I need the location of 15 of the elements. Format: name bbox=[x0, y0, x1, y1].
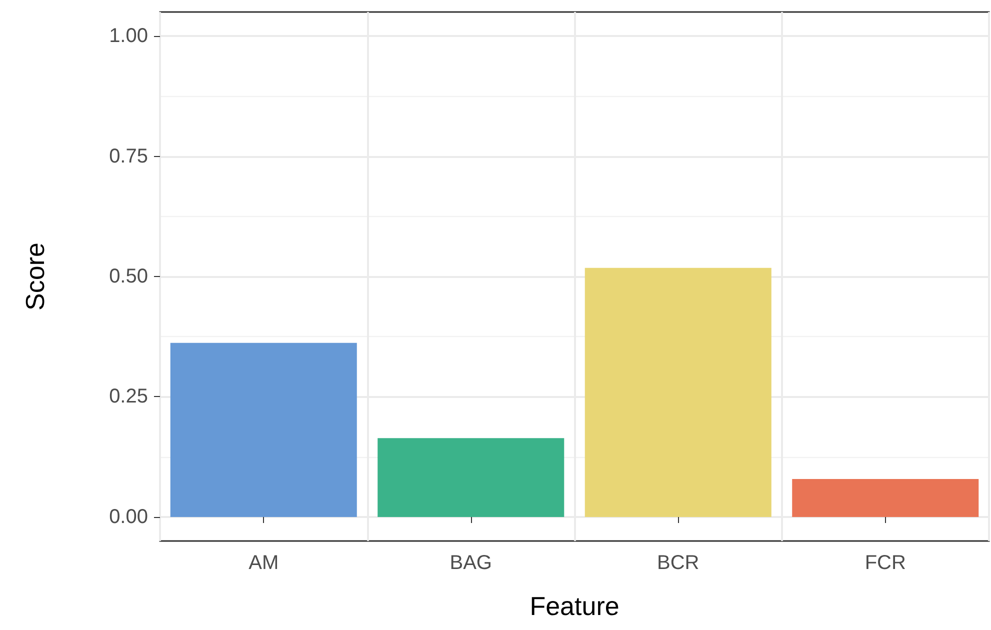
y-axis-title: Score bbox=[20, 242, 50, 310]
y-tick-label: 1.00 bbox=[109, 25, 148, 48]
x-tick-label: BAG bbox=[450, 552, 492, 574]
y-tick-label: 0.00 bbox=[109, 506, 148, 528]
x-tick-label: BCR bbox=[657, 552, 700, 574]
y-tick-label: 0.25 bbox=[109, 386, 148, 408]
y-tick-label: 0.75 bbox=[109, 145, 148, 168]
x-tick-label: FCR bbox=[864, 552, 906, 574]
x-axis-title: Feature bbox=[530, 591, 620, 621]
bar bbox=[584, 268, 772, 517]
bar bbox=[170, 342, 357, 517]
x-tick-label: AM bbox=[248, 552, 279, 574]
bar bbox=[792, 478, 979, 517]
y-tick-label: 0.50 bbox=[109, 266, 148, 288]
bar bbox=[378, 438, 564, 517]
